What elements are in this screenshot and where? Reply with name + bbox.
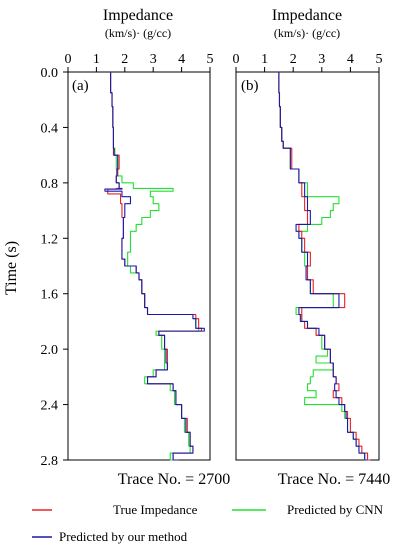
series-predicted-by-cnn-b bbox=[278, 72, 368, 461]
x-tick-label-a: 0 bbox=[65, 52, 72, 67]
x-tick-label-b: 3 bbox=[318, 52, 325, 67]
x-tick-label-a: 3 bbox=[150, 52, 157, 67]
panel-a-tag: (a) bbox=[72, 78, 89, 94]
y-axis-ticks: 0.0 0.4 0.8 1.2 1.6 2.0 2.4 2.8 bbox=[41, 66, 68, 469]
series-predicted-by-our-method-a bbox=[104, 72, 205, 461]
x-tick-label-b: 4 bbox=[347, 52, 354, 67]
y-tick-label: 0.8 bbox=[41, 177, 59, 192]
y-tick-label: 1.2 bbox=[41, 232, 59, 247]
x-tick-label-b: 5 bbox=[376, 52, 383, 67]
x-tick-label-b: 0 bbox=[233, 52, 240, 67]
x-axis-label-b-line1: Impedance bbox=[272, 7, 342, 24]
y-axis-label: Time (s) bbox=[3, 241, 20, 295]
panel-b-traces bbox=[278, 72, 371, 461]
panel-b-tag: (b) bbox=[241, 78, 259, 94]
legend-label-true-impedance: True Impedance bbox=[113, 502, 198, 517]
panel-a-trace-label: Trace No. = 2700 bbox=[118, 471, 230, 488]
panel-a-x-ticks: 0 1 2 3 4 5 bbox=[65, 52, 214, 72]
series-predicted-by-our-method-b bbox=[278, 72, 368, 461]
panel-b-x-ticks: 0 1 2 3 4 5 bbox=[233, 52, 383, 72]
series-predicted-by-cnn-a bbox=[110, 72, 200, 461]
y-tick-label: 2.0 bbox=[41, 343, 59, 358]
y-tick-label: 1.6 bbox=[41, 288, 59, 303]
panel-b-trace-label: Trace No. = 7440 bbox=[278, 471, 390, 488]
panel-a-frame bbox=[67, 71, 211, 461]
y-tick-label: 0.4 bbox=[41, 121, 59, 136]
panel-a-traces bbox=[104, 72, 205, 461]
x-tick-label-b: 2 bbox=[290, 52, 297, 67]
x-tick-label-a: 5 bbox=[207, 52, 214, 67]
y-tick-label: 2.4 bbox=[41, 399, 59, 414]
x-axis-label-a-line2: (km/s)· (g/cc) bbox=[105, 26, 171, 40]
series-true-impedance-a bbox=[107, 72, 203, 461]
panel-b-frame bbox=[235, 71, 380, 461]
x-axis-label-a-line1: Impedance bbox=[103, 7, 173, 24]
legend-label-our-method: Predicted by our method bbox=[59, 529, 188, 544]
x-tick-label-a: 4 bbox=[178, 52, 185, 67]
series-true-impedance-b bbox=[278, 72, 371, 461]
legend-label-cnn: Predicted by CNN bbox=[287, 502, 384, 517]
x-axis-label-b-line2: (km/s)· (g/cc) bbox=[274, 26, 340, 40]
x-tick-label-a: 1 bbox=[93, 52, 100, 67]
x-tick-label-b: 1 bbox=[261, 52, 268, 67]
x-tick-label-a: 2 bbox=[121, 52, 128, 67]
y-tick-label: 0.0 bbox=[41, 66, 59, 81]
y-tick-label: 2.8 bbox=[41, 454, 59, 469]
legend: True Impedance Predicted by CNN Predicte… bbox=[32, 502, 384, 544]
